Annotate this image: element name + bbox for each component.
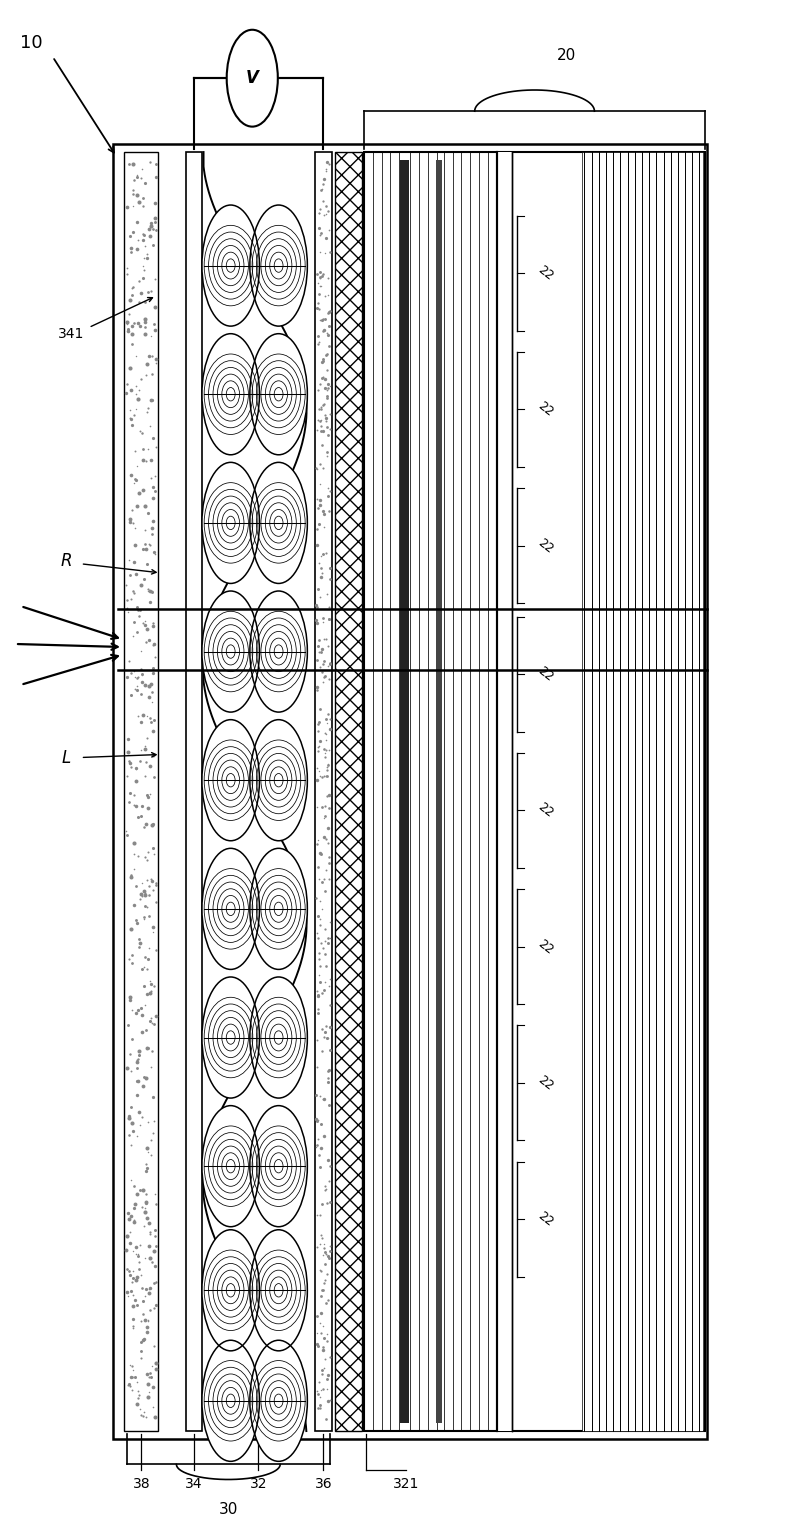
Ellipse shape [250,205,307,327]
Ellipse shape [202,720,259,840]
Text: 10: 10 [20,33,42,52]
Text: 321: 321 [394,1476,419,1492]
Ellipse shape [202,205,259,327]
Bar [364,152,705,1431]
Ellipse shape [202,1230,259,1350]
Bar [582,152,703,1431]
Ellipse shape [250,1230,307,1350]
Bar [186,152,202,1431]
Text: 32: 32 [250,1476,267,1492]
Bar [314,152,332,1431]
Ellipse shape [202,848,259,969]
Ellipse shape [250,1106,307,1227]
Text: R: R [61,551,72,570]
Ellipse shape [250,977,307,1098]
Ellipse shape [250,720,307,840]
Circle shape [226,30,278,126]
Bar [436,159,442,1423]
Text: 34: 34 [186,1476,202,1492]
Text: 30: 30 [218,1502,238,1517]
Text: V: V [246,70,258,87]
Ellipse shape [250,1340,307,1461]
Ellipse shape [250,591,307,712]
Text: 22: 22 [536,801,556,820]
Text: 22: 22 [536,1209,556,1229]
Text: 20: 20 [557,47,576,62]
Text: 38: 38 [133,1476,150,1492]
Bar [400,159,409,1423]
Bar [498,152,512,1431]
Bar [113,144,707,1438]
Bar [125,152,158,1431]
Text: 22: 22 [536,937,556,957]
Text: 22: 22 [536,399,556,419]
Bar [334,152,362,1431]
Text: 22: 22 [536,664,556,684]
Ellipse shape [202,977,259,1098]
Ellipse shape [202,334,259,454]
Ellipse shape [202,462,259,583]
Text: 36: 36 [314,1476,332,1492]
Text: 341: 341 [58,327,84,340]
Ellipse shape [250,848,307,969]
Text: L: L [62,749,71,767]
Text: 22: 22 [536,263,556,283]
Ellipse shape [202,1340,259,1461]
Text: 22: 22 [536,536,556,556]
Ellipse shape [250,334,307,454]
Ellipse shape [202,591,259,712]
Ellipse shape [250,462,307,583]
Text: 22: 22 [536,1072,556,1092]
Ellipse shape [202,1106,259,1227]
